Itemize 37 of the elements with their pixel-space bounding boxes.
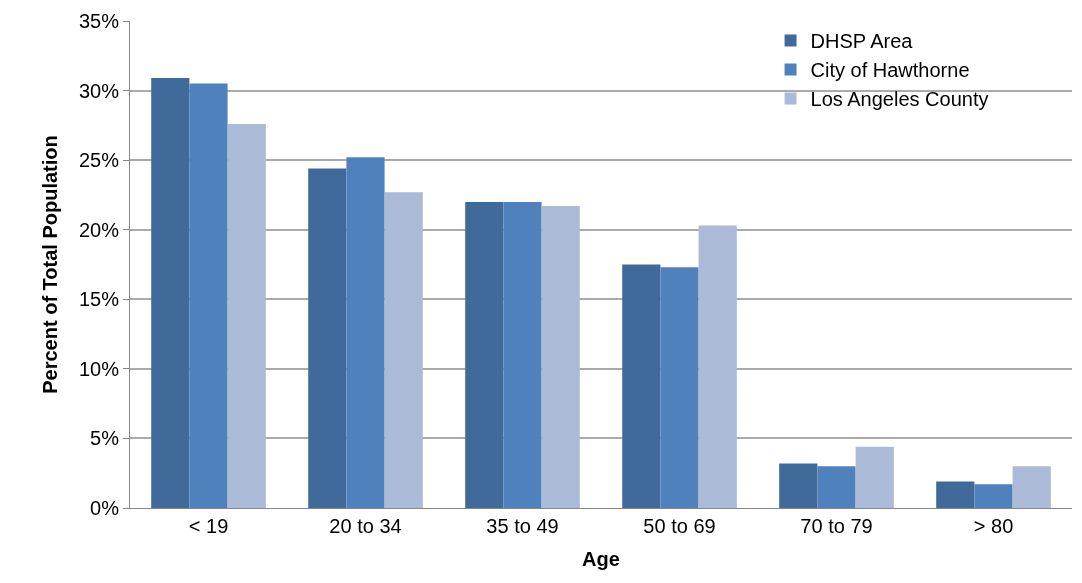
bar <box>151 78 190 508</box>
bar <box>817 466 856 508</box>
bar <box>189 83 228 508</box>
x-tick-label: 35 to 49 <box>486 515 559 537</box>
y-tick-label: 20% <box>78 218 120 241</box>
y-tick-label: 0% <box>90 497 120 519</box>
y-tick-label: 5% <box>90 427 120 450</box>
bar <box>698 225 737 508</box>
legend-label: City of Hawthorne <box>810 59 970 82</box>
bar <box>622 264 661 508</box>
y-tick-label: 10% <box>78 357 120 380</box>
bar <box>384 192 423 508</box>
bar <box>974 484 1013 508</box>
x-tick-label: > 80 <box>973 515 1014 537</box>
y-tick-label: 35% <box>78 10 120 32</box>
bar <box>308 168 347 508</box>
bar <box>227 123 266 508</box>
y-axis-title: Percent of Total Population <box>39 135 62 394</box>
legend-label: DHSP Area <box>810 30 914 53</box>
legend-label: Los Angeles County <box>810 88 989 111</box>
x-tick-label: 20 to 34 <box>329 515 402 537</box>
x-axis-title: Age <box>582 547 620 570</box>
bar <box>660 267 699 508</box>
bar <box>779 463 818 508</box>
bar <box>1012 466 1051 508</box>
bar <box>541 206 580 508</box>
y-tick-label: 25% <box>78 149 120 172</box>
bar <box>855 446 894 508</box>
x-tick-label: < 19 <box>188 515 229 537</box>
bar <box>503 201 542 508</box>
y-tick-label: 30% <box>78 79 120 102</box>
x-tick-label: 50 to 69 <box>643 515 716 537</box>
x-tick-label: 70 to 79 <box>800 515 873 537</box>
bar <box>936 481 975 508</box>
bar <box>346 157 385 508</box>
y-tick-label: 15% <box>78 288 120 311</box>
bar <box>465 201 504 508</box>
